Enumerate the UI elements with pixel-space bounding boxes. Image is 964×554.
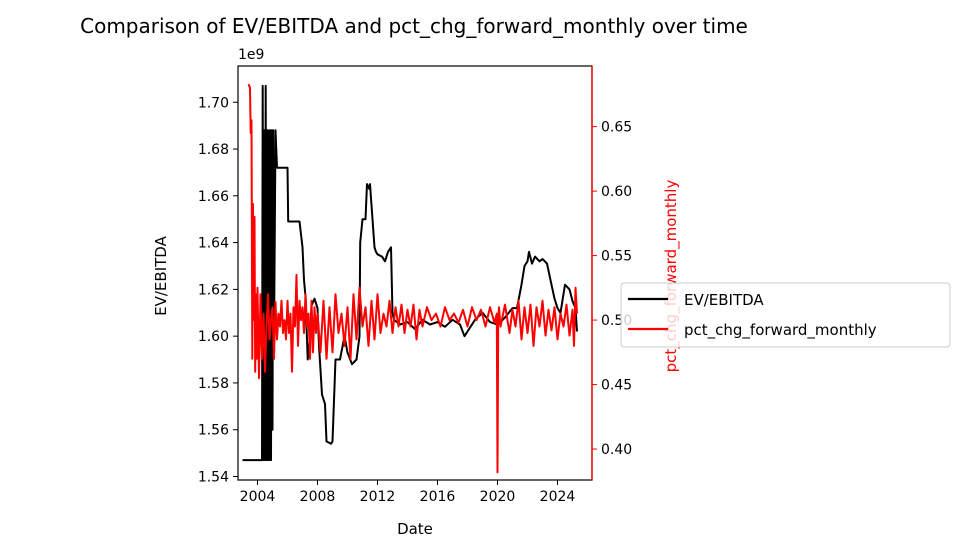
x-axis-label: Date bbox=[397, 520, 433, 538]
y-left-tick-label: 1.62 bbox=[198, 282, 229, 298]
x-tick-label: 2008 bbox=[300, 489, 336, 505]
y-axis-left: 1.54 1.56 1.58 1.60 1.62 1.64 1.66 1.68 1.70 bbox=[198, 95, 238, 485]
y-right-tick-label: 0.40 bbox=[601, 442, 632, 458]
plot-frame bbox=[237, 65, 593, 481]
y-axis-right: 0.400.450.500.550.600.65 bbox=[591, 66, 632, 480]
y-right-tick-label: 0.45 bbox=[601, 378, 632, 394]
series-line-ev-ebitda bbox=[242, 84, 578, 462]
x-axis: 2004 2008 2012 2016 2020 2024 bbox=[240, 480, 576, 505]
legend-box bbox=[620, 282, 951, 348]
ev-ebitda-series-group bbox=[242, 84, 578, 462]
y-left-tick-label: 1.68 bbox=[198, 142, 229, 158]
x-tick-label: 2020 bbox=[480, 489, 516, 505]
y-left-tick-label: 1.56 bbox=[198, 423, 229, 439]
series-line-pct-chg-forward-monthly bbox=[247, 83, 578, 474]
x-tick-label: 2012 bbox=[360, 489, 396, 505]
legend-label-ev-ebitda: EV/EBITDA bbox=[684, 291, 764, 309]
chart-title: Comparison of EV/EBITDA and pct_chg_forw… bbox=[80, 14, 748, 38]
y-left-tick-label: 1.58 bbox=[198, 376, 229, 392]
left-axis-offset-label: 1e9 bbox=[238, 47, 264, 63]
y-left-tick-label: 1.64 bbox=[198, 236, 229, 252]
legend: EV/EBITDA pct_chg_forward_monthly bbox=[620, 282, 951, 348]
y-left-tick-label: 1.70 bbox=[198, 95, 229, 111]
plot-area bbox=[237, 65, 593, 481]
y-left-tick-label: 1.54 bbox=[198, 469, 229, 485]
x-tick-label: 2016 bbox=[420, 489, 456, 505]
pct-chg-series-group bbox=[247, 83, 578, 474]
y-right-tick-label: 0.55 bbox=[601, 249, 632, 265]
y-right-tick-label: 0.60 bbox=[601, 184, 632, 200]
y-axis-left-label: EV/EBITDA bbox=[152, 235, 170, 315]
legend-label-pct-chg: pct_chg_forward_monthly bbox=[684, 321, 877, 340]
x-tick-label: 2004 bbox=[240, 489, 276, 505]
y-left-tick-label: 1.60 bbox=[198, 329, 229, 345]
y-right-tick-label: 0.65 bbox=[601, 120, 632, 136]
y-left-tick-label: 1.66 bbox=[198, 189, 229, 205]
x-tick-label: 2024 bbox=[540, 489, 576, 505]
